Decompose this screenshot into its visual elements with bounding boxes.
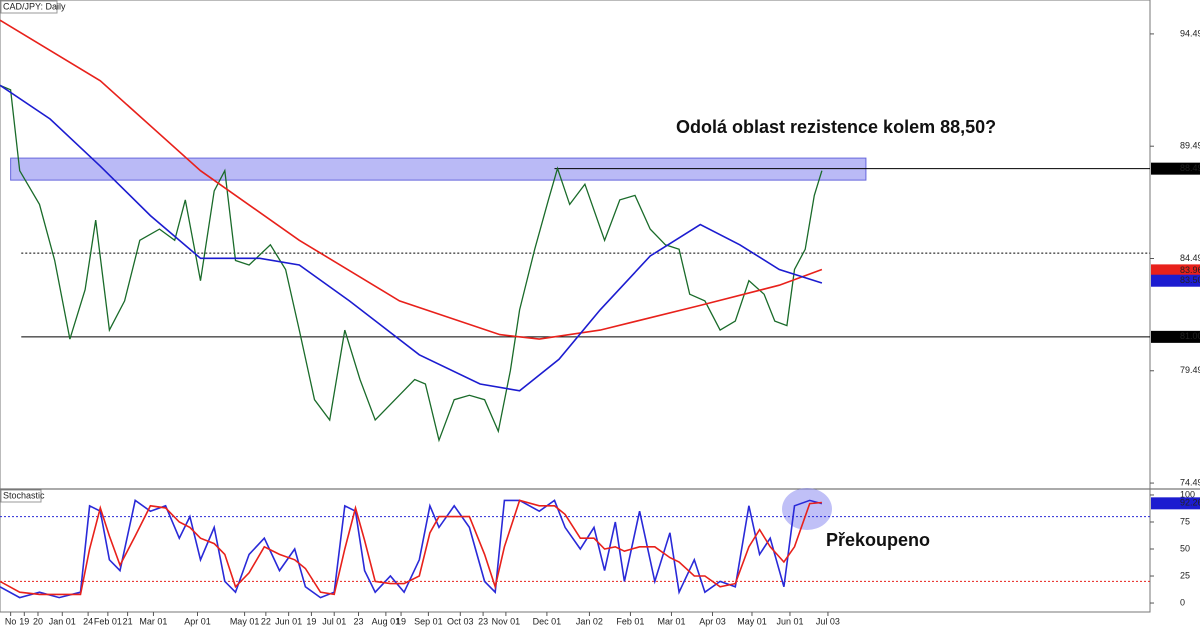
x-tick-label: 19	[19, 616, 29, 626]
series-line	[0, 499, 822, 596]
title-box	[0, 0, 58, 14]
annotation: Překoupeno	[826, 530, 930, 550]
x-tick-label: Apr 03	[699, 616, 726, 626]
x-tick-label: Sep 01	[414, 616, 443, 626]
x-tick-label: Apr 01	[184, 616, 211, 626]
chart-title: Stochastic	[3, 490, 45, 500]
price-label-box	[1151, 497, 1200, 510]
x-tick-label: Oct 03	[447, 616, 474, 626]
price-label: 83.96	[1180, 265, 1200, 275]
x-tick-label: 21	[123, 616, 133, 626]
x-tick-label: Aug 01	[372, 616, 401, 626]
chart-title: CAD/JPY: Daily	[3, 1, 66, 11]
x-tick-label: Nov 01	[492, 616, 521, 626]
x-tick-label: 23	[478, 616, 488, 626]
price-label-box	[1151, 162, 1200, 175]
series-line	[0, 84, 823, 392]
x-tick-label: May 01	[230, 616, 260, 626]
y-tick-label: 75	[1180, 516, 1190, 526]
x-tick-label: Jul 01	[322, 616, 346, 626]
x-tick-label: Jan 01	[49, 616, 76, 626]
x-tick-label: Mar 01	[657, 616, 685, 626]
price-label-box	[1151, 330, 1200, 343]
x-tick-label: Jun 01	[776, 616, 803, 626]
series-line	[0, 84, 823, 443]
annotation: Odolá oblast rezistence kolem 88,50?	[676, 117, 996, 137]
y-tick-label: 89.49	[1180, 141, 1200, 151]
x-tick-label: 24	[83, 616, 93, 626]
x-tick-label: 20	[33, 616, 43, 626]
y-tick-label: 74.49	[1180, 477, 1200, 487]
series-line	[0, 19, 823, 340]
price-label: 92.26	[1180, 498, 1200, 508]
y-tick-label: 0	[1180, 597, 1185, 607]
y-tick-label: 25	[1180, 570, 1190, 580]
y-tick-label: 50	[1180, 543, 1190, 553]
price-label: 88.49	[1180, 163, 1200, 173]
x-tick-label: Jul 03	[816, 616, 840, 626]
x-tick-label: Dec 01	[533, 616, 562, 626]
x-tick-label: 19	[306, 616, 316, 626]
y-tick-label: 100	[1180, 489, 1195, 499]
y-tick-label: 79.49	[1180, 365, 1200, 375]
price-label: 81.00	[1180, 331, 1200, 341]
x-tick-label: Mar 01	[139, 616, 167, 626]
x-tick-label: Feb 01	[616, 616, 644, 626]
x-tick-label: May 01	[737, 616, 767, 626]
price-label-box	[1151, 274, 1200, 287]
price-label: 83.50	[1180, 275, 1200, 285]
x-tick-label: Feb 01	[94, 616, 122, 626]
x-tick-label: 22	[261, 616, 271, 626]
x-tick-label: 23	[354, 616, 364, 626]
x-tick-label: No	[5, 616, 17, 626]
x-tick-label: 19	[396, 616, 406, 626]
y-tick-label: 84.49	[1180, 253, 1200, 263]
x-tick-label: Jun 01	[275, 616, 302, 626]
x-tick-label: Jan 02	[576, 616, 603, 626]
y-tick-label: 94.49	[1180, 28, 1200, 38]
price-label-box	[1151, 264, 1200, 277]
title-box	[0, 489, 42, 503]
frame	[0, 0, 1151, 613]
